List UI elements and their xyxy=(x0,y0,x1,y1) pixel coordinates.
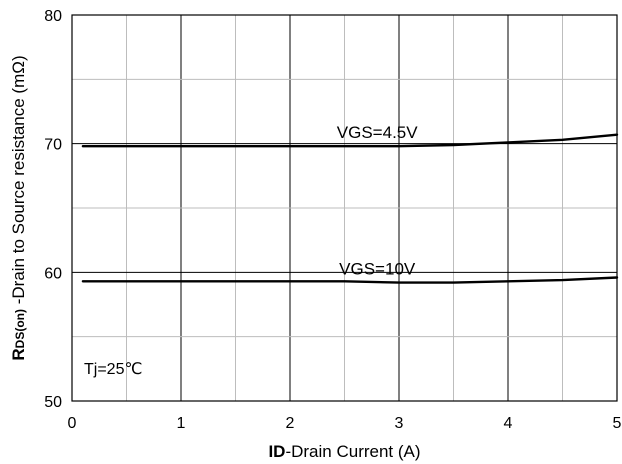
y-tick-label: 70 xyxy=(44,137,62,154)
x-axis-label-text: -Drain Current (A) xyxy=(285,442,420,461)
plot-frame xyxy=(71,14,618,402)
series-label: VGS=10V xyxy=(339,260,416,279)
x-axis-label-symbol: ID xyxy=(268,442,285,461)
y-axis-label-subscript: DS(on) xyxy=(13,309,27,348)
y-tick-label: 80 xyxy=(44,8,62,25)
x-tick-label: 2 xyxy=(286,415,295,432)
x-axis-label: ID-Drain Current (A) xyxy=(268,442,420,461)
x-tick-label: 4 xyxy=(504,415,513,432)
grid xyxy=(72,15,617,401)
x-tick-label: 5 xyxy=(613,415,622,432)
x-tick-label: 1 xyxy=(177,415,186,432)
x-tick-label: 0 xyxy=(68,415,77,432)
y-axis-label: RDS(on) -Drain to Source resistance (mΩ) xyxy=(9,55,28,360)
x-tick-label: 3 xyxy=(395,415,404,432)
y-axis-label-symbol: R xyxy=(9,348,28,360)
y-axis-label-text: -Drain to Source resistance (mΩ) xyxy=(9,55,28,309)
series-line xyxy=(81,133,619,148)
series-line xyxy=(81,276,619,284)
y-tick-label: 60 xyxy=(44,265,62,282)
y-tick-label: 50 xyxy=(44,394,62,411)
series-label: VGS=4.5V xyxy=(337,123,418,142)
condition-label: Tj=25℃ xyxy=(84,361,142,378)
tick-labels: 0 1 2 3 4 5 50 60 70 80 xyxy=(44,8,621,432)
series-labels: VGS=4.5V VGS=10V xyxy=(337,123,418,278)
series-layer xyxy=(81,133,619,284)
